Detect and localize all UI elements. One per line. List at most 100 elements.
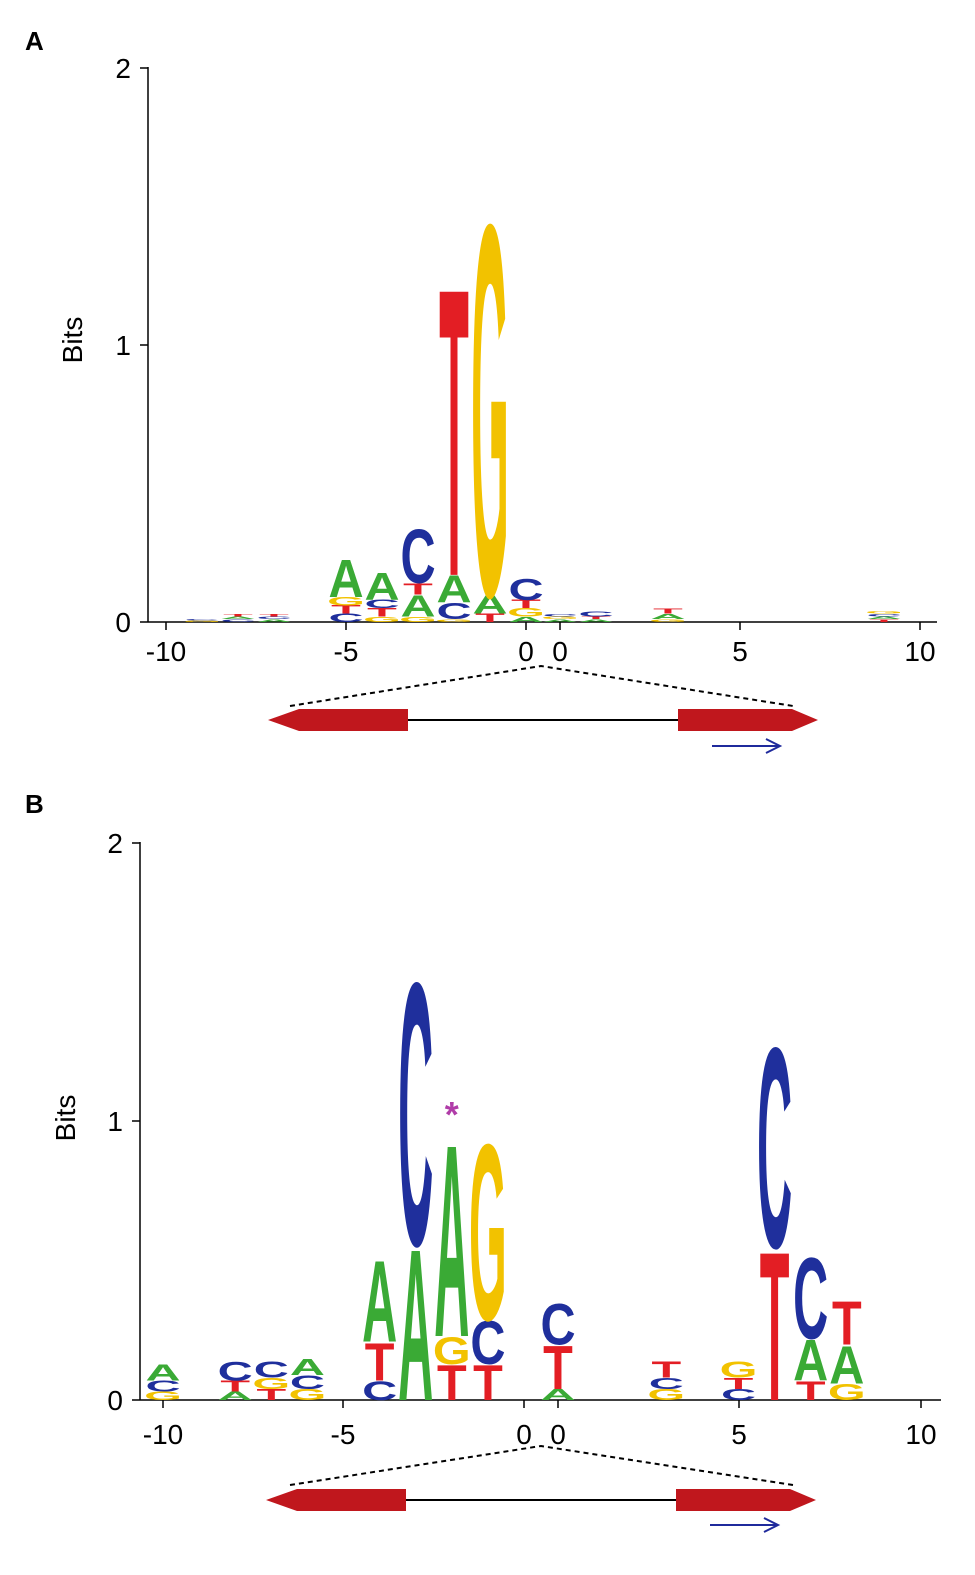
logo-letter-G: G bbox=[363, 615, 401, 623]
y-tick-label-b-0: 0 bbox=[107, 1385, 123, 1416]
logo-letter-C: C bbox=[470, 1308, 505, 1377]
asterisk-annotation: * bbox=[445, 1094, 459, 1135]
logo-letter-G: G bbox=[289, 1386, 327, 1404]
logo-letter-G: G bbox=[649, 619, 687, 623]
logo-letter-C: C bbox=[218, 1356, 253, 1386]
logo-letter-T: T bbox=[256, 1386, 286, 1404]
logo-letter-A: A bbox=[398, 1205, 433, 1446]
y-tick-label-a-0: 0 bbox=[115, 607, 131, 638]
logo-letter-G: G bbox=[471, 114, 509, 707]
y-axis-label-a: Bits bbox=[57, 317, 88, 364]
y-axis-label-b: Bits bbox=[50, 1095, 81, 1142]
x-tick-label-a-5: 5 bbox=[732, 636, 748, 667]
panel-label-a: A bbox=[25, 26, 44, 56]
logo-letter-T: T bbox=[832, 1289, 862, 1358]
gene-left-a bbox=[268, 709, 408, 731]
logo-letter-C: C bbox=[508, 572, 543, 607]
logo-letter-C: C bbox=[328, 612, 363, 625]
logo-letter-A: A bbox=[578, 619, 613, 623]
logo-letter-G: G bbox=[647, 1386, 685, 1404]
logo-letter-G: G bbox=[828, 1380, 866, 1406]
gene-diagram-a bbox=[268, 664, 818, 754]
y-tick-label-b-2: 2 bbox=[107, 828, 123, 859]
logo-letter-T: T bbox=[220, 1377, 250, 1395]
logo-letter-C: C bbox=[290, 1372, 325, 1393]
logo-letter-C: C bbox=[220, 619, 255, 623]
logo-letter-G: G bbox=[435, 619, 473, 623]
logo-letter-T: T bbox=[367, 606, 397, 619]
logo-letter-A: A bbox=[472, 590, 507, 620]
logo-letter-C: C bbox=[362, 1376, 397, 1406]
logo-letter-C: C bbox=[721, 1386, 756, 1404]
logo-letter-A: A bbox=[540, 1386, 575, 1404]
gene-right-b bbox=[676, 1489, 816, 1511]
logo-letter-C: C bbox=[793, 1233, 828, 1363]
logo-letter-A: A bbox=[328, 549, 363, 609]
logo-letter-T: T bbox=[581, 616, 611, 620]
x-tick-label-b-m10: -10 bbox=[143, 1419, 183, 1450]
logo-letter-C: C bbox=[757, 987, 792, 1308]
transcription-arrow-b bbox=[710, 1517, 781, 1533]
logo-letter-T: T bbox=[331, 604, 361, 617]
logo-letter-C: C bbox=[184, 619, 219, 621]
logo-letter-G: G bbox=[327, 595, 365, 608]
x-tick-label-a-10: 10 bbox=[904, 636, 935, 667]
logo-letter-T: T bbox=[724, 1375, 754, 1393]
logo-letter-G: G bbox=[183, 620, 221, 622]
logo-letter-C: C bbox=[145, 1377, 180, 1395]
logo-letter-T: T bbox=[543, 1333, 573, 1402]
logo-letter-G: G bbox=[507, 606, 545, 619]
logo-letter-T: T bbox=[473, 1355, 503, 1411]
logo-letter-C: C bbox=[254, 1358, 289, 1384]
y-tick-label-b-1: 1 bbox=[107, 1106, 123, 1137]
logo-letter-C: C bbox=[364, 598, 399, 611]
logo-letter-T: T bbox=[796, 1376, 826, 1406]
x-tick-label-b-m5: -5 bbox=[331, 1419, 356, 1450]
x-tick-label-a-0r: 0 bbox=[552, 636, 568, 667]
logo-letter-T: T bbox=[223, 613, 253, 617]
logo-letter-G: G bbox=[541, 616, 579, 620]
logo-letter-C: C bbox=[400, 514, 435, 600]
logo-letter-A: A bbox=[362, 1236, 397, 1366]
logo-letter-G: G bbox=[399, 615, 437, 623]
x-tick-label-a-m5: -5 bbox=[334, 636, 359, 667]
logo-letter-A: A bbox=[434, 1087, 469, 1395]
panel-b: B Bits 2 1 0 -10 -5 0 0 5 10 GCAATCTGCGC… bbox=[25, 789, 941, 1533]
logo-letter-A: A bbox=[364, 566, 399, 609]
logo-letter-T: T bbox=[439, 204, 469, 663]
logo-letter-T: T bbox=[760, 1207, 790, 1446]
logo-letter-A: A bbox=[866, 616, 901, 620]
logo-letter-C: C bbox=[578, 610, 613, 618]
logo-letter-A: A bbox=[829, 1334, 864, 1395]
gene-diagram-b bbox=[266, 1444, 816, 1533]
logo-letter-G: G bbox=[252, 1375, 290, 1393]
logo-letter-C: C bbox=[398, 905, 433, 1324]
logo-letter-T: T bbox=[437, 1355, 467, 1411]
transcription-arrow-a bbox=[712, 738, 783, 754]
logo-letter-A: A bbox=[793, 1330, 828, 1394]
logo-letter-C: C bbox=[866, 613, 901, 617]
panel-label-b: B bbox=[25, 789, 44, 819]
logo-letter-C: C bbox=[649, 1375, 684, 1393]
logo-letter-A: A bbox=[290, 1355, 325, 1381]
x-tick-label-b-10: 10 bbox=[905, 1419, 936, 1450]
logo-letter-A: A bbox=[508, 615, 543, 623]
logo-letter-T: T bbox=[365, 1331, 395, 1392]
logo-letter-C: C bbox=[256, 616, 291, 620]
logo-letter-A: A bbox=[145, 1360, 180, 1386]
logo-letter-G: G bbox=[433, 1329, 471, 1372]
x-tick-label-b-0r: 0 bbox=[550, 1419, 566, 1450]
x-tick-label-b-0l: 0 bbox=[516, 1419, 532, 1450]
logo-letter-T: T bbox=[475, 612, 505, 625]
logo-letter-G: G bbox=[469, 1093, 507, 1373]
logo-letter-T: T bbox=[653, 607, 683, 615]
logo-letter-C: C bbox=[542, 613, 577, 617]
logo-letter-T: T bbox=[511, 598, 541, 611]
y-tick-label-a-2: 2 bbox=[115, 53, 131, 84]
logo-letter-A: A bbox=[436, 568, 471, 611]
logo-letter-A: A bbox=[542, 619, 577, 623]
